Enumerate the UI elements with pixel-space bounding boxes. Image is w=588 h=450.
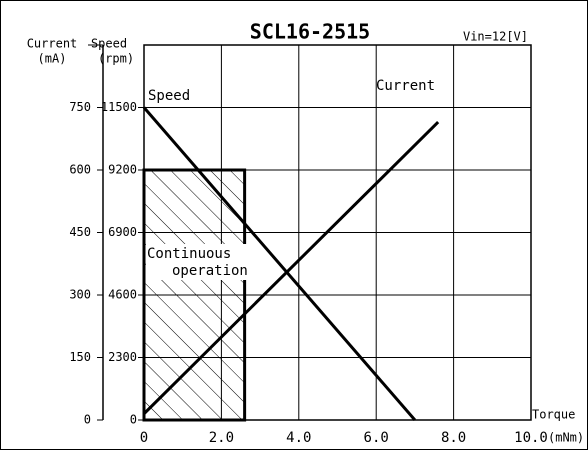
y2-axis-unit: (mA) xyxy=(38,52,67,66)
x-tick-label: 8.0 xyxy=(441,430,466,446)
y-axis-unit: (rpm) xyxy=(98,52,134,66)
y2-tick-label: 0 xyxy=(84,413,91,427)
x-tick-label: 2.0 xyxy=(209,430,234,446)
series-label: Speed xyxy=(148,88,190,104)
y2-tick-label: 600 xyxy=(69,163,91,177)
y2-axis-label: Current xyxy=(27,37,78,51)
region-label-bg xyxy=(146,244,248,280)
chart-subtitle: Vin=12[V] xyxy=(463,30,528,44)
x-tick-label: 6.0 xyxy=(364,430,389,446)
series-label: Current xyxy=(376,78,435,94)
y-tick-label: 6900 xyxy=(108,225,137,239)
y2-tick-label: 750 xyxy=(69,100,91,114)
y2-tick-label: 450 xyxy=(69,225,91,239)
y-tick-label: 11500 xyxy=(101,100,137,114)
chart-title: SCL16-2515 xyxy=(250,20,370,44)
x-axis-unit: (mNm) xyxy=(548,431,584,445)
series-line xyxy=(142,121,440,415)
x-tick-label: 4.0 xyxy=(286,430,311,446)
x-axis-label: Torque xyxy=(532,408,575,422)
y-axis-label: Speed xyxy=(91,37,127,51)
y-tick-label: 4600 xyxy=(108,288,137,302)
y-tick-label: 2300 xyxy=(108,350,137,364)
y-tick-label: 0 xyxy=(130,413,137,427)
x-tick-label: 10.0 xyxy=(514,430,548,446)
continuous-region xyxy=(142,168,247,422)
region-label: operation xyxy=(172,263,248,279)
y2-tick-label: 300 xyxy=(69,288,91,302)
region-label: Continuous xyxy=(147,246,231,262)
y-tick-label: 9200 xyxy=(108,163,137,177)
series-line xyxy=(142,106,417,421)
x-tick-label: 0 xyxy=(140,430,148,446)
y2-tick-label: 150 xyxy=(69,350,91,364)
